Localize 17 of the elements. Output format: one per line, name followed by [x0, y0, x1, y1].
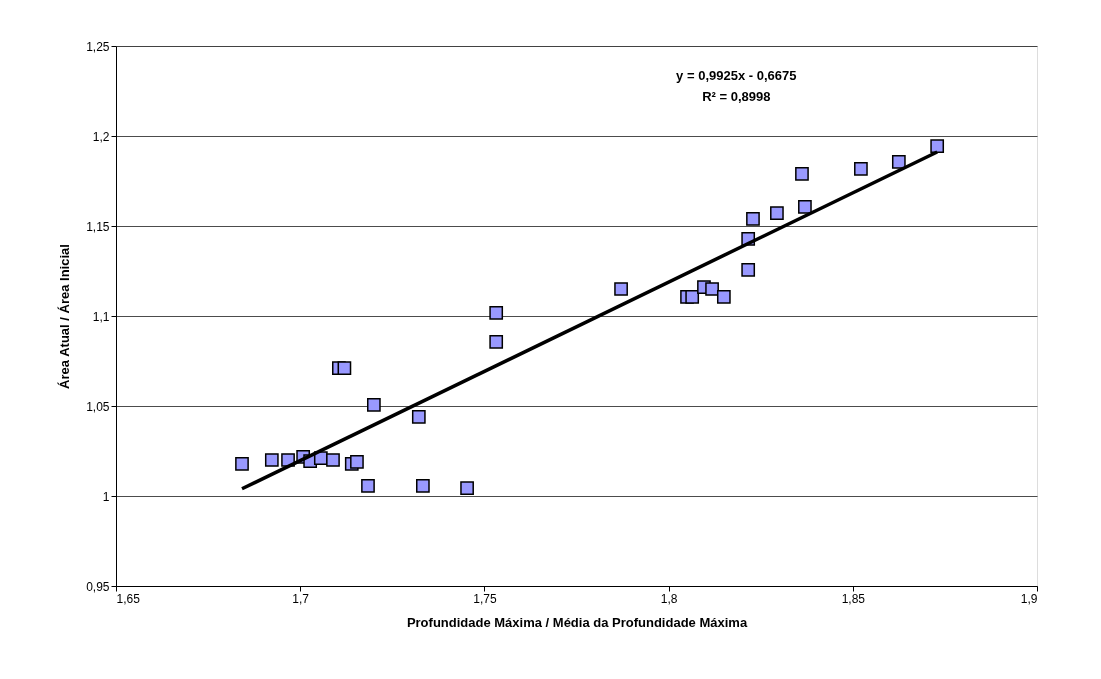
x-tick-label: 1,7 — [292, 591, 310, 606]
x-tick-label: 1,9 — [1020, 591, 1038, 606]
y-tick-label: 0,95 — [86, 579, 110, 594]
x-tick-label: 1,65 — [116, 591, 141, 606]
x-axis-title: Profundidade Máxima / Média da Profundidade Máxima — [406, 614, 748, 630]
y-tick-label: 1,05 — [86, 399, 110, 414]
x-tick-label: 1,75 — [473, 591, 497, 606]
y-axis-title: Área Atual / Área Inicial — [57, 244, 73, 389]
annotation: R² = 0,8998 — [702, 89, 771, 104]
y-tick-label: 1 — [102, 489, 110, 504]
y-tick-label: 1,25 — [86, 39, 110, 54]
y-tick-label: 1,2 — [92, 129, 110, 144]
y-tick-label: 1,15 — [86, 219, 110, 234]
annotation: y = 0,9925x - 0,6675 — [676, 68, 797, 83]
y-tick-label: 1,1 — [92, 309, 110, 324]
x-tick-label: 1,8 — [660, 591, 678, 606]
x-tick-label: 1,85 — [841, 591, 866, 606]
